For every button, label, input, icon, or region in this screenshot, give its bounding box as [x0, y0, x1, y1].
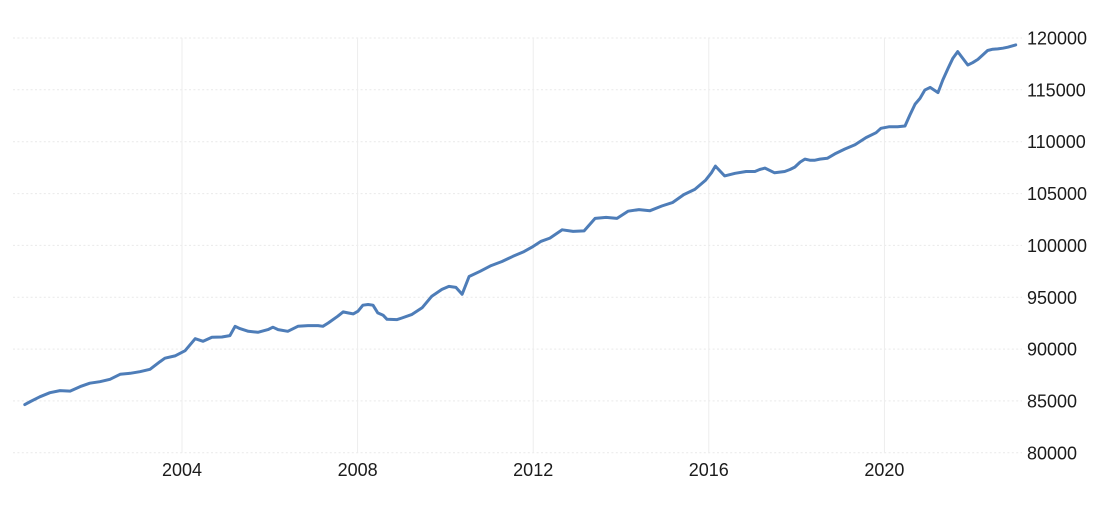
x-tick-label: 2020 — [864, 460, 904, 480]
data-line — [23, 43, 1018, 407]
x-tick-label: 2008 — [338, 460, 378, 480]
y-tick-label: 110000 — [1027, 132, 1086, 152]
y-tick-label: 90000 — [1027, 340, 1077, 360]
y-tick-label: 85000 — [1027, 391, 1077, 411]
y-tick-label: 120000 — [1027, 29, 1087, 49]
y-axis-labels: 120000 115000 110000 105000 100000 95000 90000… — [1027, 29, 1087, 464]
x-tick-label: 2004 — [162, 460, 202, 480]
horizontal-gridlines — [13, 37, 1022, 454]
x-axis-labels: 2004 2008 2012 2016 2020 — [162, 460, 904, 480]
x-tick-label: 2012 — [513, 460, 553, 480]
y-tick-label: 105000 — [1027, 184, 1087, 204]
x-tick-label: 2016 — [689, 460, 729, 480]
y-tick-label: 100000 — [1027, 236, 1087, 256]
y-tick-label: 95000 — [1027, 288, 1077, 308]
y-tick-label: 115000 — [1027, 80, 1086, 100]
y-tick-label: 80000 — [1027, 443, 1077, 463]
